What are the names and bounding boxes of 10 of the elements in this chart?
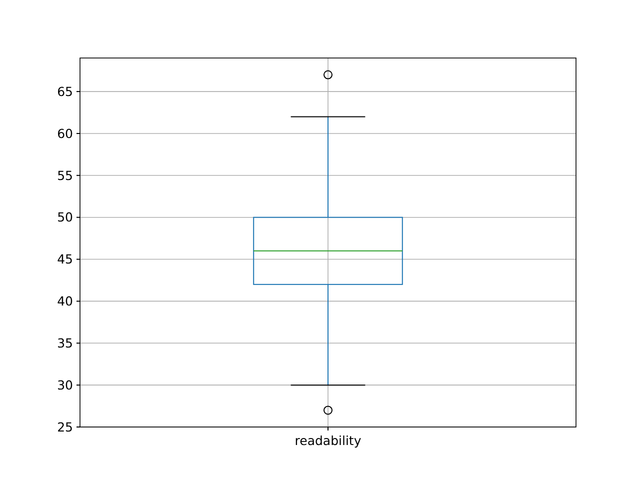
y-tick-label: 35 — [57, 336, 73, 351]
y-tick-label: 50 — [57, 210, 74, 225]
y-tick-label: 55 — [57, 168, 73, 183]
y-tick-label: 25 — [57, 419, 73, 434]
y-tick-label: 45 — [57, 252, 73, 267]
y-tick-label: 60 — [57, 126, 74, 141]
y-tick-label: 30 — [57, 377, 74, 392]
y-tick-label: 65 — [57, 84, 73, 99]
y-tick-label: 40 — [57, 294, 74, 309]
x-tick-label: readability — [294, 433, 362, 448]
